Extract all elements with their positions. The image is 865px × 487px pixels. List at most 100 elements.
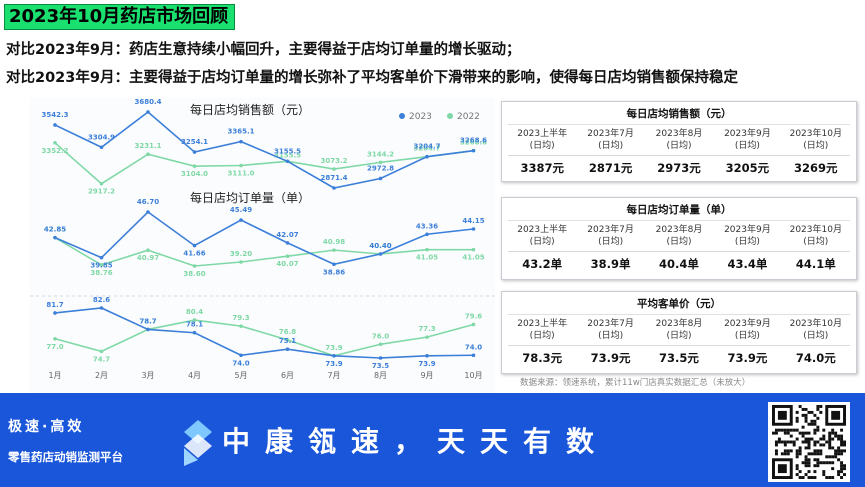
chart-3-label-2023-10: 74.0 [465, 343, 482, 351]
panel-title: 每日店均销售额（元） [508, 102, 850, 125]
chart-3-point-2022-10 [471, 322, 476, 327]
chart-3-label-2022-4: 80.4 [186, 308, 203, 316]
chart-1-point-2022-2 [99, 181, 104, 186]
panel-title: 平均客单价（元） [508, 292, 850, 315]
panel-column-header: 2023年10月 (日均) [781, 221, 850, 252]
x-tick-label-7: 7月 [327, 371, 340, 380]
chart-3-label-2022-10: 79.6 [465, 312, 482, 320]
footer-platform: 零售药店动销监测平台 [8, 450, 123, 464]
panel-value: 3387元 [520, 161, 564, 175]
chart-1-point-2023-9 [425, 154, 429, 159]
chart-1-point-2023-2 [99, 145, 104, 150]
chart-1-title: 每日店均销售额（元） [190, 102, 310, 117]
panel-value: 40.4单 [659, 257, 699, 271]
panel-value: 44.1单 [795, 257, 836, 271]
panel-value: 78.3元 [522, 351, 563, 365]
footer-slogan: 极速·高效 [8, 419, 85, 435]
chart-3-point-2023-8 [378, 356, 383, 360]
chart-1-point-2023-10 [471, 148, 476, 153]
trend-charts: 每日店均销售额（元） 3352.2 2917.2 3231.1 3104.0 3111.0… [0, 96, 500, 396]
brand-logo-icon [184, 420, 212, 466]
panel-table: 2023上半年 (日均) 2023年7月 (日均) 2023年8月 (日均) 2023年9月… [508, 315, 850, 369]
panel-value: 2973元 [657, 161, 701, 175]
qr-code-icon[interactable] [768, 402, 850, 482]
chart-3-label-2022-1: 77.0 [46, 343, 63, 351]
chart-2-label-2022-1: 42.85 [44, 226, 66, 234]
chart-3-label-2023-5: 74.0 [232, 359, 249, 367]
x-tick-label-10: 10月 [464, 371, 482, 380]
chart-1-point-2022-8 [378, 160, 383, 165]
chart-3-point-2023-6 [285, 347, 290, 352]
chart-3-point-2022-4 [192, 318, 197, 322]
chart-2-line-2023 [54, 210, 474, 266]
panel-column-header: 2023上半年 (日均) [508, 221, 577, 252]
panel-value: 43.4单 [727, 257, 768, 271]
chart-2-point-2023-8 [378, 252, 383, 256]
chart-2-point-2023-9 [425, 232, 429, 237]
chart-2-point-2022-5 [239, 260, 243, 264]
chart-3-label-2022-3: 78.7 [139, 317, 156, 325]
chart-3-line-2022 [54, 319, 474, 357]
chart-2-label-2022-4: 38.60 [183, 270, 205, 278]
chart-2-label-2022-9: 41.05 [416, 254, 438, 262]
trend-charts-svg: 每日店均销售额（元） 3352.2 2917.2 3231.1 3104.0 3111.0… [30, 98, 495, 394]
summary-panel-1: 每日店均销售额（元） 2023上半年 (日均) 2023年7月 (日均) 2023年8月(… [501, 101, 857, 182]
chart-3-label-2022-5: 79.3 [232, 314, 249, 322]
legend-2022-label: 2022 [457, 112, 480, 122]
x-tick-label-1: 1月 [48, 371, 61, 380]
chart-3-label-2023-8: 73.5 [372, 362, 389, 370]
chart-1-point-2022-7 [332, 167, 336, 171]
chart-1-label-2022-1: 3352.2 [41, 147, 68, 155]
chart-2-label-2023-7: 38.86 [323, 268, 345, 276]
chart-1-label-2022-6: 3155.5 [274, 151, 301, 159]
chart-2-point-2022-10 [471, 247, 476, 252]
chart-3-point-2023-5 [239, 353, 243, 358]
chart-2-label-2023-6: 42.07 [276, 231, 298, 239]
chart-3-point-2022-1 [53, 336, 57, 341]
panel-column-header: 2023年10月 (日均) [781, 315, 850, 346]
chart-3-label-2022-9: 77.3 [418, 325, 435, 333]
x-tick-label-6: 6月 [281, 371, 294, 380]
panel-column-header: 2023年7月 (日均) [576, 315, 645, 346]
source-note: 数据来源：领速系统，累计11w门店真实数据汇总（未放大） [520, 378, 751, 388]
chart-2-point-2022-2 [99, 263, 104, 267]
qr-code-pattern [772, 405, 846, 479]
chart-1-label-2022-5: 3111.0 [227, 169, 254, 177]
title-banner: 2023年10月药店市场回顾 [4, 4, 236, 30]
chart-2-label-2023-2: 39.85 [90, 262, 112, 270]
chart-1-label-2022-8: 3144.2 [367, 150, 394, 158]
chart-3-point-2023-7 [332, 354, 336, 358]
x-tick-label-4: 4月 [188, 371, 201, 380]
chart-2-label-2022-3: 40.97 [137, 254, 159, 262]
panel-column-header: 2023年7月 (日均) [576, 221, 645, 252]
legend-2023-label: 2023 [409, 112, 432, 122]
chart-3-label-2022-6: 76.8 [279, 328, 296, 336]
chart-1-label-2023-2: 3304.9 [88, 133, 115, 141]
chart-2-point-2023-3 [146, 210, 150, 214]
chart-3-point-2023-4 [192, 330, 197, 335]
chart-3-point-2022-9 [425, 335, 429, 339]
chart-3-label-2023-2: 82.6 [93, 296, 110, 304]
summary-panel-2: 每日店均订单量（单） 2023上半年 (日均) 2023年7月 (日均) 2023年8月(… [501, 197, 857, 280]
chart-3-label-2023-4: 78.1 [186, 321, 203, 329]
chart-2-title: 每日店均订单量（单） [190, 190, 310, 205]
chart-2-point-2022-7 [332, 248, 336, 252]
chart-3-point-2023-10 [471, 353, 476, 358]
panel-value: 38.9单 [590, 257, 631, 271]
chart-2-line-2022 [54, 236, 474, 267]
chart-3-label-2023-6: 75.1 [279, 337, 296, 345]
chart-1-label-2023-9: 3204.7 [413, 143, 440, 151]
chart-1-label-2023-8: 2972.8 [367, 164, 394, 172]
panel-value: 73.9元 [727, 351, 768, 365]
panel-table: 2023上半年 (日均) 2023年7月 (日均) 2023年8月 (日均) 2023年9月… [508, 221, 850, 275]
chart-2-point-2023-4 [192, 243, 197, 248]
chart-3-label-2023-3: 78.7 [139, 317, 156, 325]
chart-2-label-2022-2: 38.76 [90, 269, 112, 277]
chart-3-label-2022-7: 73.9 [325, 344, 342, 352]
panel-column-header: 2023年9月 (日均) [713, 221, 782, 252]
chart-2-label-2023-3: 46.70 [137, 198, 159, 206]
summary-panel-3: 平均客单价（元） 2023上半年 (日均) 2023年7月 (日均) 2023年8月 (日均… [501, 291, 857, 374]
chart-2-point-2023-5 [239, 218, 243, 222]
chart-3-point-2023-3 [146, 327, 150, 332]
chart-1-point-2022-1 [53, 141, 57, 145]
